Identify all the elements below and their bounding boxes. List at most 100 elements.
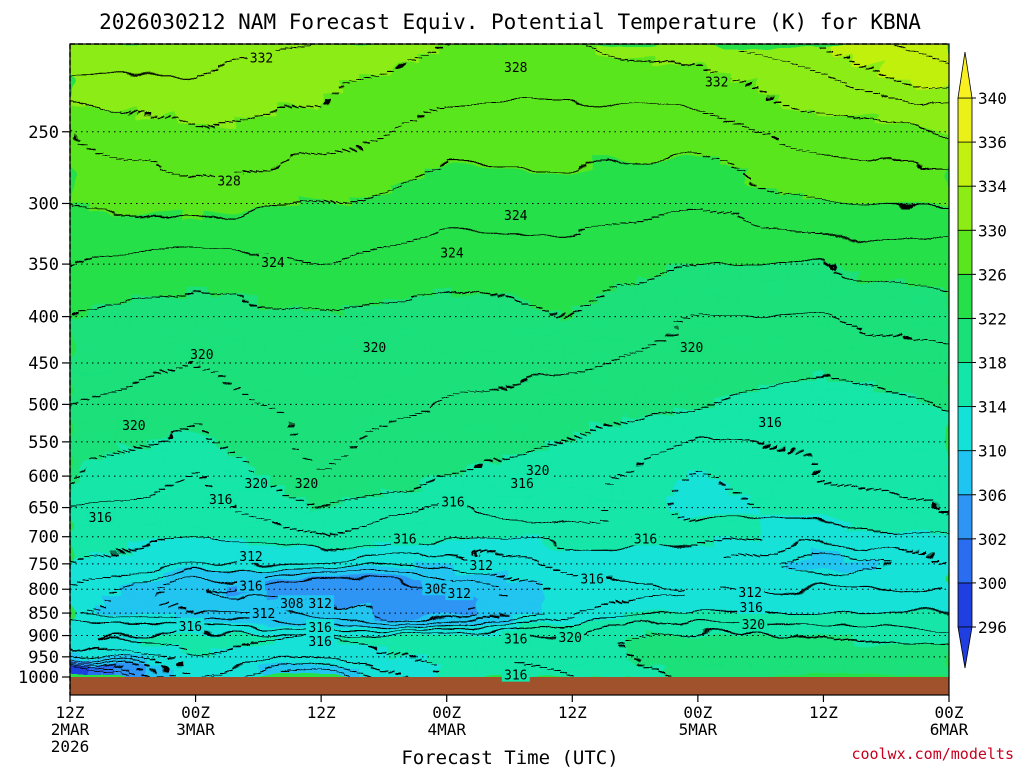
field-cell: [372, 370, 385, 383]
field-cell: [603, 96, 616, 109]
field-cell: [142, 539, 155, 552]
field-cell: [718, 233, 731, 246]
field-cell: [372, 581, 385, 594]
field-cell: [582, 212, 595, 225]
field-cell: [331, 560, 344, 573]
field-cell: [383, 338, 396, 351]
field-cell: [205, 201, 218, 214]
field-cell: [603, 592, 616, 605]
field-cell: [236, 191, 249, 204]
field-cell: [718, 191, 731, 204]
field-cell: [770, 286, 783, 299]
field-cell: [739, 507, 752, 520]
field-cell: [802, 454, 814, 467]
field-cell: [655, 412, 668, 425]
field-cell: [247, 560, 260, 573]
field-cell: [896, 486, 909, 499]
field-cell: [885, 170, 898, 183]
field-cell: [142, 317, 155, 330]
field-cell: [582, 307, 595, 320]
field-cell: [624, 454, 637, 467]
field-cell: [770, 180, 783, 193]
field-cell: [917, 581, 930, 594]
field-cell: [665, 149, 678, 162]
field-cell: [404, 117, 417, 130]
field-cell: [822, 44, 835, 56]
field-cell: [906, 665, 919, 677]
field-cell: [404, 286, 417, 299]
field-cell: [111, 275, 124, 288]
field-cell: [885, 191, 898, 204]
field-cell: [404, 423, 417, 436]
field-cell: [718, 360, 731, 373]
field-cell: [645, 360, 657, 373]
field-cell: [927, 296, 940, 309]
field-cell: [843, 191, 856, 204]
field-cell: [121, 349, 134, 362]
field-cell: [791, 64, 804, 77]
field-cell: [843, 560, 856, 573]
field-cell: [383, 486, 396, 499]
field-cell: [613, 191, 626, 204]
field-cell: [320, 338, 333, 351]
field-cell: [739, 381, 752, 394]
field-cell: [236, 64, 249, 77]
field-cell: [184, 54, 197, 67]
field-cell: [927, 602, 940, 615]
field-cell: [864, 117, 877, 130]
field-cell: [592, 54, 605, 67]
field-cell: [467, 44, 480, 56]
field-cell: [770, 44, 783, 56]
field-cell: [509, 360, 521, 373]
field-cell: [393, 138, 406, 151]
field-cell: [90, 296, 103, 309]
field-cell: [226, 518, 239, 531]
field-cell: [561, 518, 574, 531]
field-cell: [655, 454, 668, 467]
field-cell: [467, 465, 480, 478]
field-cell: [864, 644, 877, 657]
field-cell: [341, 486, 354, 499]
field-cell: [645, 275, 657, 288]
field-cell: [299, 170, 312, 183]
field-cell: [153, 497, 166, 510]
field-cell: [278, 655, 291, 668]
field-cell: [268, 423, 281, 436]
field-cell: [697, 117, 710, 130]
field-cell: [236, 243, 249, 256]
field-cell: [655, 349, 668, 362]
field-cell: [938, 191, 949, 204]
field-cell: [331, 644, 344, 657]
field-cell: [257, 191, 270, 204]
field-cell: [383, 433, 396, 446]
field-cell: [770, 191, 783, 204]
field-cell: [278, 106, 291, 119]
field-cell: [404, 149, 417, 162]
field-cell: [770, 233, 783, 246]
field-cell: [592, 539, 605, 552]
field-cell: [843, 644, 856, 657]
field-cell: [707, 549, 720, 562]
field-cell: [770, 170, 783, 183]
field-cell: [142, 254, 155, 267]
field-cell: [79, 454, 92, 467]
field-cell: [906, 296, 919, 309]
field-cell: [592, 75, 605, 88]
field-cell: [341, 370, 354, 383]
field-cell: [739, 159, 752, 172]
field-cell: [812, 539, 825, 552]
field-cell: [592, 254, 605, 267]
field-cell: [372, 360, 385, 373]
field-cell: [561, 75, 574, 88]
field-cell: [142, 85, 155, 98]
field-cell: [226, 549, 239, 562]
field-cell: [341, 433, 354, 446]
field-cell: [529, 317, 542, 330]
field-cell: [111, 665, 124, 677]
field-cell: [404, 191, 417, 204]
field-cell: [854, 655, 867, 668]
field-cell: [781, 64, 794, 77]
field-cell: [686, 75, 699, 88]
field-cell: [352, 433, 364, 446]
field-cell: [770, 402, 783, 415]
